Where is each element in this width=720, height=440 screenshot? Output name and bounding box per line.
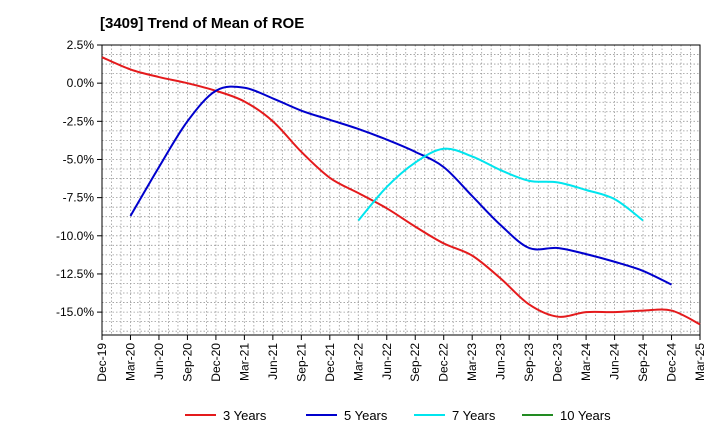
chart-title: [3409] Trend of Mean of ROE: [100, 15, 304, 32]
x-tick-label: Mar-20: [123, 343, 137, 381]
x-tick-label: Sep-21: [294, 343, 308, 382]
legend: 3 Years 5 Years 7 Years 10 Years: [185, 408, 611, 423]
y-axis: 2.5% 0.0% -2.5% -5.0% -7.5% -10.0% -12.5% -15.0…: [56, 38, 102, 319]
legend-label-7-years: 7 Years: [452, 408, 496, 423]
x-tick-label: Jun-20: [152, 343, 166, 380]
series-line-5-years: [129, 85, 672, 286]
y-tick-label: 2.5%: [67, 38, 95, 52]
x-tick-label: Dec-20: [209, 343, 223, 382]
x-axis: Dec-19 Mar-20 Jun-20 Sep-20 Dec-20 Mar-21 Jun-…: [95, 335, 707, 382]
series-line-3-years: [101, 56, 701, 326]
x-tick-label: Jun-22: [380, 343, 394, 380]
y-tick-label: -12.5%: [56, 267, 94, 281]
x-tick-label: Mar-23: [465, 343, 479, 381]
x-tick-label: Dec-22: [437, 343, 451, 382]
legend-label-10-years: 10 Years: [560, 408, 611, 423]
legend-label-3-years: 3 Years: [223, 408, 267, 423]
x-tick-label: Sep-20: [180, 343, 194, 382]
plot-area: [102, 45, 700, 335]
grid: [101, 44, 701, 335]
x-tick-label: Sep-22: [408, 343, 422, 382]
x-tick-label: Mar-24: [579, 343, 593, 381]
x-tick-label: Mar-22: [351, 343, 365, 381]
y-tick-label: -10.0%: [56, 229, 94, 243]
x-tick-label: Dec-19: [95, 343, 109, 382]
x-tick-label: Jun-24: [608, 343, 622, 380]
x-tick-label: Dec-23: [551, 343, 565, 382]
legend-label-5-years: 5 Years: [344, 408, 388, 423]
x-tick-label: Mar-25: [693, 343, 707, 381]
y-tick-label: 0.0%: [67, 76, 95, 90]
x-tick-label: Jun-23: [494, 343, 508, 380]
x-tick-label: Jun-21: [266, 343, 280, 380]
y-tick-label: -7.5%: [63, 191, 95, 205]
x-tick-label: Sep-24: [636, 343, 650, 382]
y-tick-label: -2.5%: [63, 114, 95, 128]
y-tick-label: -15.0%: [56, 305, 94, 319]
x-tick-label: Sep-23: [522, 343, 536, 382]
x-tick-label: Dec-21: [323, 343, 337, 382]
series-lines: [101, 56, 701, 326]
x-tick-label: Mar-21: [237, 343, 251, 381]
plot-frame: [101, 44, 701, 336]
x-tick-label: Dec-24: [665, 343, 679, 382]
series-line-7-years: [357, 147, 644, 222]
y-tick-label: -5.0%: [63, 152, 95, 166]
